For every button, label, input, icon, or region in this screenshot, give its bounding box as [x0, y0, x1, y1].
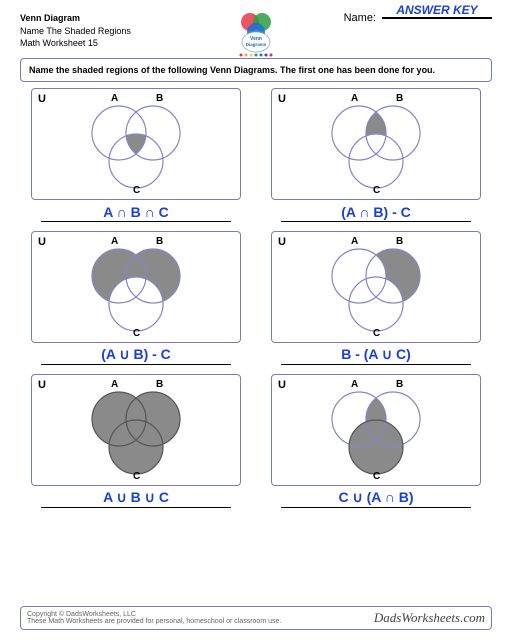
- u-label: U: [38, 236, 46, 248]
- copyright: Copyright © DadsWorksheets, LLC: [27, 611, 281, 618]
- header-left: Venn Diagram Name The Shaded Regions Mat…: [20, 12, 131, 50]
- u-label: U: [278, 379, 286, 391]
- venn-box-5: U A B C: [31, 374, 241, 486]
- venn-diagram-2: A B C: [301, 89, 451, 197]
- worksheet-page: Venn Diagrams Venn Diagram Name The Shad…: [0, 0, 512, 640]
- instructions-box: Name the shaded regions of the following…: [20, 58, 492, 82]
- svg-text:C: C: [373, 185, 380, 196]
- answer-line-3: (A ∪ B) - C: [20, 347, 252, 368]
- logo-text-bottom: Diagrams: [246, 42, 267, 47]
- footer-left: Copyright © DadsWorksheets, LLC These Ma…: [27, 611, 281, 625]
- worksheet-title: Venn Diagram: [20, 12, 131, 25]
- name-label: Name:: [344, 12, 376, 24]
- answer-line-2: (A ∩ B) - C: [260, 204, 492, 225]
- answer-field-5[interactable]: A ∪ B ∪ C: [41, 490, 231, 508]
- venn-diagram-6: A B C: [301, 375, 451, 483]
- venn-cell-2: U A B C (A ∩ B) - C: [260, 88, 492, 227]
- svg-text:A: A: [351, 379, 358, 390]
- venn-diagram-1: A B C: [61, 89, 211, 197]
- venn-cell-6: U A B C C ∪ (A ∩ B): [260, 374, 492, 513]
- svg-text:C: C: [133, 471, 140, 482]
- venn-box-2: U A B C: [271, 88, 481, 200]
- answer-field-2[interactable]: (A ∩ B) - C: [281, 204, 471, 222]
- answer-6: C ∪ (A ∩ B): [281, 489, 471, 506]
- svg-text:B: B: [156, 379, 163, 390]
- venn-logo: Venn Diagrams: [234, 10, 278, 61]
- u-label: U: [38, 93, 46, 105]
- answer-line-5: A ∪ B ∪ C: [20, 490, 252, 511]
- answer-key-label: ANSWER KEY: [382, 3, 492, 17]
- svg-text:B: B: [156, 93, 163, 104]
- footer: Copyright © DadsWorksheets, LLC These Ma…: [20, 606, 492, 630]
- answer-line-4: B - (A ∪ C): [260, 347, 492, 368]
- svg-text:B: B: [396, 93, 403, 104]
- answer-field-4[interactable]: B - (A ∪ C): [281, 347, 471, 365]
- venn-diagram-3: A B C: [61, 232, 211, 340]
- svg-text:C: C: [373, 328, 380, 339]
- svg-text:A: A: [111, 93, 118, 104]
- svg-text:A: A: [111, 236, 118, 247]
- header-right: Name: ANSWER KEY: [344, 12, 492, 24]
- footer-note: These Math Worksheets are provided for p…: [27, 618, 281, 625]
- answer-line-1: A ∩ B ∩ C: [20, 204, 252, 225]
- footer-brand: DadsWorksheets.com: [374, 610, 485, 626]
- venn-cell-1: U A B C A ∩ B ∩ C: [20, 88, 252, 227]
- svg-text:B: B: [156, 236, 163, 247]
- venn-cell-5: U A B C A ∪ B ∪ C: [20, 374, 252, 513]
- venn-box-4: U A B C: [271, 231, 481, 343]
- u-label: U: [38, 379, 46, 391]
- svg-text:C: C: [373, 471, 380, 482]
- answer-line-6: C ∪ (A ∩ B): [260, 490, 492, 511]
- venn-box-3: U A B C: [31, 231, 241, 343]
- u-label: U: [278, 236, 286, 248]
- answer-2: (A ∩ B) - C: [281, 204, 471, 220]
- venn-grid: U A B C A ∩ B ∩ C: [20, 88, 492, 513]
- venn-box-1: U A B C: [31, 88, 241, 200]
- svg-text:A: A: [111, 379, 118, 390]
- venn-diagram-5: A B C: [61, 375, 211, 483]
- svg-text:A: A: [351, 93, 358, 104]
- u-label: U: [278, 93, 286, 105]
- venn-box-6: U A B C: [271, 374, 481, 486]
- svg-text:A: A: [351, 236, 358, 247]
- worksheet-subtitle-2: Math Worksheet 15: [20, 37, 131, 50]
- answer-3: (A ∪ B) - C: [41, 346, 231, 363]
- svg-text:C: C: [133, 328, 140, 339]
- answer-1: A ∩ B ∩ C: [41, 204, 231, 220]
- venn-cell-4: U A B C B - (A ∪ C): [260, 231, 492, 370]
- venn-cell-3: U A B C (A ∪ B: [20, 231, 252, 370]
- answer-4: B - (A ∪ C): [281, 346, 471, 363]
- answer-5: A ∪ B ∪ C: [41, 489, 231, 506]
- answer-field-3[interactable]: (A ∪ B) - C: [41, 347, 231, 365]
- svg-text:B: B: [396, 236, 403, 247]
- venn-diagram-4: A B C: [301, 232, 451, 340]
- worksheet-subtitle-1: Name The Shaded Regions: [20, 25, 131, 38]
- answer-field-6[interactable]: C ∪ (A ∩ B): [281, 490, 471, 508]
- svg-text:B: B: [396, 379, 403, 390]
- answer-field-1[interactable]: A ∩ B ∩ C: [41, 204, 231, 222]
- name-input-line[interactable]: ANSWER KEY: [382, 17, 492, 19]
- svg-text:C: C: [133, 185, 140, 196]
